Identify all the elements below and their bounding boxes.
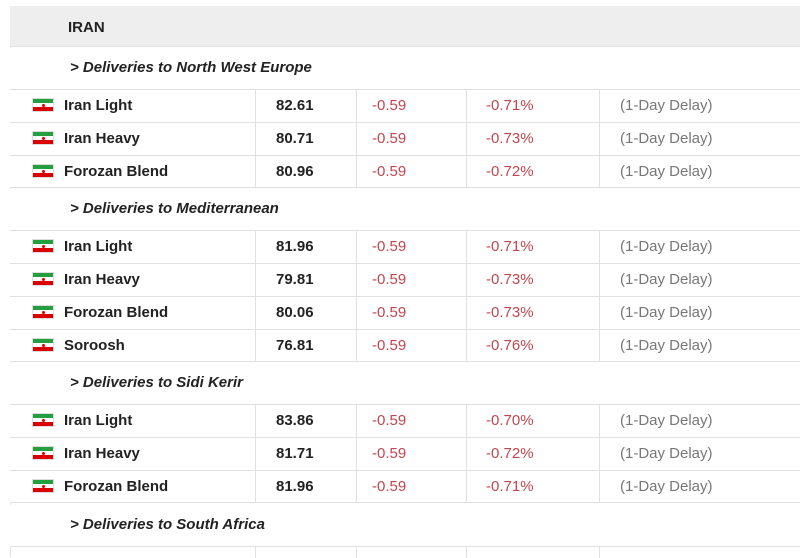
grade-name-cell: Iran Heavy — [32, 123, 272, 155]
change: -0.59 — [372, 163, 407, 180]
table-row[interactable]: Forozan Blend 80.06 -0.59 -0.73% (1-Day … — [10, 296, 800, 329]
change-percent: -0.73% — [486, 271, 534, 288]
table-row[interactable]: Iran Light 83.86 -0.59 -0.70% (1-Day Del… — [10, 404, 800, 437]
grade-name-cell: Forozan Blend — [32, 471, 272, 503]
section-label: > Deliveries to Mediterranean — [70, 200, 279, 217]
price: 82.61 — [276, 97, 314, 114]
table-row[interactable]: Forozan Blend 81.96 -0.59 -0.71% (1-Day … — [10, 470, 800, 503]
table-row-partial — [10, 546, 800, 558]
section-label: > Deliveries to North West Europe — [70, 59, 312, 76]
section-north-west-europe: > Deliveries to North West Europe — [10, 48, 800, 89]
change-percent: -0.73% — [486, 304, 534, 321]
grade-name-cell: Iran Heavy — [32, 438, 272, 470]
iran-flag-icon — [32, 238, 54, 253]
table-row[interactable]: Iran Light 82.61 -0.59 -0.71% (1-Day Del… — [10, 89, 800, 122]
change: -0.59 — [372, 445, 407, 462]
iran-flag-icon — [32, 304, 54, 319]
grade-name-cell: Forozan Blend — [32, 297, 272, 329]
grade-name-cell: Iran Light — [32, 231, 272, 263]
change: -0.59 — [372, 337, 407, 354]
change-percent: -0.73% — [486, 130, 534, 147]
section-south-africa: > Deliveries to South Africa — [10, 505, 800, 546]
price: 79.81 — [276, 271, 314, 288]
iran-flag-icon — [32, 163, 54, 178]
delay-note: (1-Day Delay) — [620, 238, 713, 255]
change-percent: -0.72% — [486, 163, 534, 180]
table-row[interactable]: Iran Heavy 79.81 -0.59 -0.73% (1-Day Del… — [10, 263, 800, 296]
change-percent: -0.72% — [486, 445, 534, 462]
table-row[interactable]: Iran Heavy 80.71 -0.59 -0.73% (1-Day Del… — [10, 122, 800, 155]
iran-flag-icon — [32, 445, 54, 460]
iran-flag-icon — [32, 130, 54, 145]
iran-flag-icon — [32, 412, 54, 427]
delay-note: (1-Day Delay) — [620, 271, 713, 288]
section-sidi-kerir: > Deliveries to Sidi Kerir — [10, 363, 800, 404]
grade-name: Iran Heavy — [64, 445, 140, 462]
price: 83.86 — [276, 412, 314, 429]
price: 81.96 — [276, 238, 314, 255]
change-percent: -0.76% — [486, 337, 534, 354]
grade-name: Iran Heavy — [64, 130, 140, 147]
change: -0.59 — [372, 478, 407, 495]
delay-note: (1-Day Delay) — [620, 412, 713, 429]
change: -0.59 — [372, 412, 407, 429]
grade-name-cell: Iran Light — [32, 90, 272, 122]
table-title: IRAN — [68, 19, 105, 36]
delay-note: (1-Day Delay) — [620, 337, 713, 354]
price: 76.81 — [276, 337, 314, 354]
grade-name: Iran Light — [64, 412, 133, 429]
table-row[interactable]: Forozan Blend 80.96 -0.59 -0.72% (1-Day … — [10, 155, 800, 188]
iran-flag-icon — [32, 337, 54, 352]
price: 81.71 — [276, 445, 314, 462]
delay-note: (1-Day Delay) — [620, 478, 713, 495]
grade-name: Iran Light — [64, 238, 133, 255]
change: -0.59 — [372, 97, 407, 114]
section-label: > Deliveries to Sidi Kerir — [70, 374, 243, 391]
change: -0.59 — [372, 130, 407, 147]
delay-note: (1-Day Delay) — [620, 304, 713, 321]
grade-name-cell: Forozan Blend — [32, 156, 272, 188]
price: 80.96 — [276, 163, 314, 180]
grade-name: Soroosh — [64, 337, 125, 354]
grade-name: Iran Light — [64, 97, 133, 114]
grade-name: Forozan Blend — [64, 304, 169, 321]
change: -0.59 — [372, 238, 407, 255]
table-row[interactable]: Iran Light 81.96 -0.59 -0.71% (1-Day Del… — [10, 230, 800, 263]
grade-name-cell: Soroosh — [32, 330, 272, 362]
table-row[interactable]: Soroosh 76.81 -0.59 -0.76% (1-Day Delay) — [10, 329, 800, 362]
iran-flag-icon — [32, 271, 54, 286]
change-percent: -0.71% — [486, 238, 534, 255]
delay-note: (1-Day Delay) — [620, 97, 713, 114]
change-percent: -0.71% — [486, 97, 534, 114]
price: 81.96 — [276, 478, 314, 495]
iran-flag-icon — [32, 97, 54, 112]
section-mediterranean: > Deliveries to Mediterranean — [10, 189, 800, 230]
grade-name: Forozan Blend — [64, 478, 169, 495]
table-row[interactable]: Iran Heavy 81.71 -0.59 -0.72% (1-Day Del… — [10, 437, 800, 470]
delay-note: (1-Day Delay) — [620, 445, 713, 462]
section-label: > Deliveries to South Africa — [70, 516, 265, 533]
delay-note: (1-Day Delay) — [620, 163, 713, 180]
change: -0.59 — [372, 271, 407, 288]
grade-name: Forozan Blend — [64, 163, 169, 180]
price: 80.06 — [276, 304, 314, 321]
price: 80.71 — [276, 130, 314, 147]
grade-name-cell: Iran Heavy — [32, 264, 272, 296]
iran-flag-icon — [32, 478, 54, 493]
grade-name-cell: Iran Light — [32, 405, 272, 437]
change: -0.59 — [372, 304, 407, 321]
change-percent: -0.70% — [486, 412, 534, 429]
delay-note: (1-Day Delay) — [620, 130, 713, 147]
grade-name: Iran Heavy — [64, 271, 140, 288]
table-title-bar: IRAN — [10, 6, 800, 47]
change-percent: -0.71% — [486, 478, 534, 495]
